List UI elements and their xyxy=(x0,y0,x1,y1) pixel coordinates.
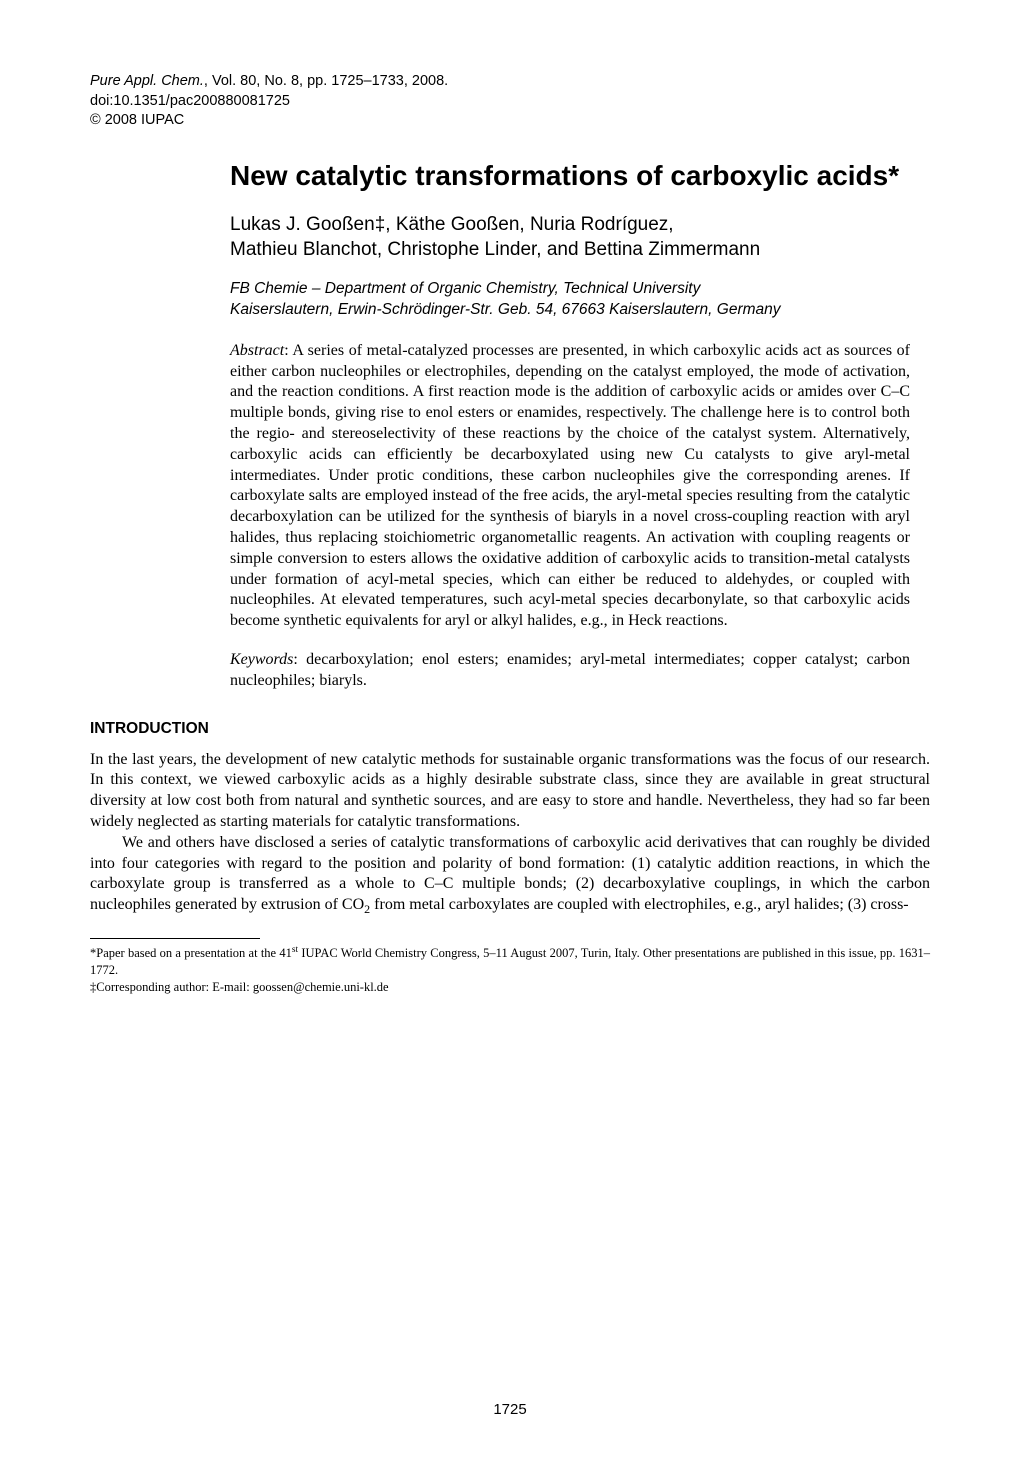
footnote-rule xyxy=(90,938,260,939)
article-title: New catalytic transformations of carboxy… xyxy=(230,159,910,192)
page-number: 1725 xyxy=(0,1401,1020,1418)
keywords-text: : decarboxylation; enol esters; enamides… xyxy=(230,651,910,689)
authors-line-2: Mathieu Blanchot, Christophe Linder, and… xyxy=(230,239,760,260)
abstract: Abstract: A series of metal-catalyzed pr… xyxy=(230,341,910,632)
footnote-1: *Paper based on a presentation at the 41… xyxy=(90,945,930,979)
page: Pure Appl. Chem., Vol. 80, No. 8, pp. 17… xyxy=(0,0,1020,1462)
section-heading-introduction: INTRODUCTION xyxy=(90,720,930,738)
intro-para-1: In the last years, the development of ne… xyxy=(90,750,930,833)
introduction-body: In the last years, the development of ne… xyxy=(90,750,930,916)
keywords-label: Keywords xyxy=(230,651,293,668)
authors: Lukas J. Gooßen‡, Käthe Gooßen, Nuria Ro… xyxy=(230,212,910,263)
intro-para-2: We and others have disclosed a series of… xyxy=(90,833,930,916)
footnotes: *Paper based on a presentation at the 41… xyxy=(90,945,930,996)
copyright-line: © 2008 IUPAC xyxy=(90,111,930,131)
journal-name: Pure Appl. Chem. xyxy=(90,73,204,89)
keywords: Keywords: decarboxylation; enol esters; … xyxy=(230,650,910,692)
intro-para-2-after: from metal carboxylates are coupled with… xyxy=(370,896,908,913)
abstract-text: : A series of metal-catalyzed processes … xyxy=(230,342,910,629)
affiliation-line-2: Kaiserslautern, Erwin-Schrödinger-Str. G… xyxy=(230,301,781,318)
title-block: New catalytic transformations of carboxy… xyxy=(230,159,910,321)
journal-volume-pages: , Vol. 80, No. 8, pp. 1725–1733, 2008. xyxy=(204,73,448,89)
journal-reference-line: Pure Appl. Chem., Vol. 80, No. 8, pp. 17… xyxy=(90,72,930,92)
journal-header: Pure Appl. Chem., Vol. 80, No. 8, pp. 17… xyxy=(90,72,930,131)
abstract-label: Abstract xyxy=(230,342,284,359)
footnote-2: ‡Corresponding author: E-mail: goossen@c… xyxy=(90,979,930,996)
affiliation: FB Chemie – Department of Organic Chemis… xyxy=(230,279,910,321)
footnote-1-before: *Paper based on a presentation at the 41 xyxy=(90,946,292,960)
authors-line-1: Lukas J. Gooßen‡, Käthe Gooßen, Nuria Ro… xyxy=(230,214,674,235)
doi-line: doi:10.1351/pac200880081725 xyxy=(90,92,930,112)
affiliation-line-1: FB Chemie – Department of Organic Chemis… xyxy=(230,280,700,297)
